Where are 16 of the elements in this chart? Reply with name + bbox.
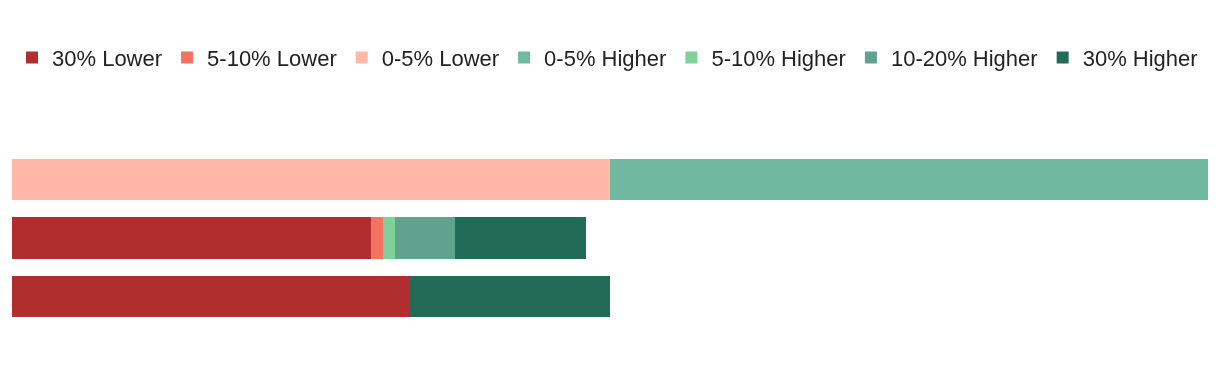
bar (12, 217, 371, 259)
bar (370, 217, 383, 259)
bar (610, 158, 1208, 201)
legend-label: 0-5% Higher (544, 45, 667, 71)
bar (382, 217, 395, 259)
bar (12, 275, 411, 318)
legend-label: 5-10% Lower (207, 45, 337, 71)
legend-label: 30% Higher (1082, 45, 1198, 71)
legend-label: 5-10% Higher (711, 45, 846, 71)
legend-label: 0-5% Lower (381, 45, 500, 71)
legend-label: 10-20% Higher (890, 45, 1038, 71)
bar (12, 158, 610, 201)
bar (410, 275, 610, 318)
bar (394, 217, 455, 259)
bar (454, 217, 587, 259)
legend-label: 30% Lower (52, 45, 163, 71)
